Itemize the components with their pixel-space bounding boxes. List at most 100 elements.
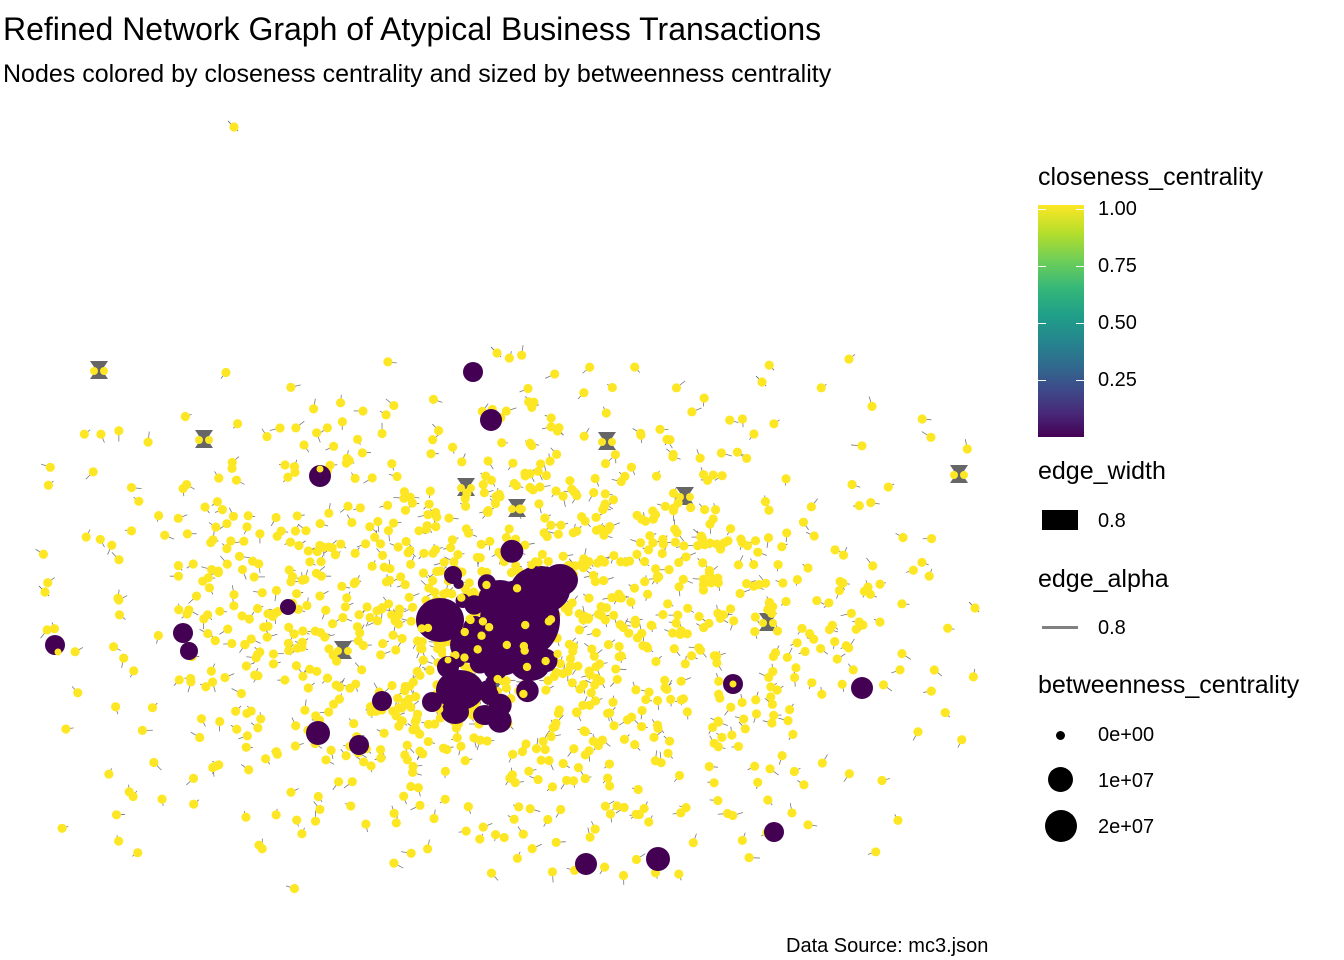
node <box>456 741 466 751</box>
node <box>713 608 723 618</box>
hub-node <box>516 679 539 703</box>
node <box>508 749 518 759</box>
node <box>428 576 438 586</box>
node <box>630 362 640 372</box>
node <box>440 794 450 804</box>
node <box>648 538 658 548</box>
node <box>392 471 402 482</box>
node <box>263 621 273 631</box>
node <box>399 493 409 503</box>
node <box>797 623 807 634</box>
node <box>509 814 519 824</box>
node <box>674 869 684 879</box>
node <box>353 636 364 646</box>
node <box>627 712 637 722</box>
node <box>641 694 651 705</box>
node <box>334 647 342 655</box>
node <box>297 575 307 585</box>
node <box>525 438 535 448</box>
node <box>651 656 661 667</box>
node <box>418 568 429 578</box>
node <box>349 578 359 589</box>
node <box>207 564 217 575</box>
node <box>114 610 125 620</box>
node <box>546 413 556 423</box>
node <box>493 674 502 684</box>
node <box>242 731 252 741</box>
node <box>514 802 524 812</box>
node <box>255 529 265 539</box>
node <box>400 505 411 515</box>
node <box>292 511 302 521</box>
node <box>943 623 953 633</box>
node <box>687 407 697 417</box>
node <box>188 559 198 569</box>
node <box>683 603 693 613</box>
node <box>243 511 253 521</box>
node <box>897 599 907 609</box>
node <box>733 741 744 752</box>
node <box>589 487 599 498</box>
node <box>772 685 782 695</box>
node <box>412 636 423 646</box>
high-betweenness-node <box>309 465 331 487</box>
node <box>534 499 544 509</box>
node <box>508 505 516 513</box>
node <box>133 848 143 858</box>
high-betweenness-node <box>173 623 193 643</box>
node <box>565 476 575 486</box>
node <box>789 672 800 683</box>
node <box>803 820 813 830</box>
node <box>567 598 577 608</box>
node <box>316 556 326 567</box>
node <box>337 417 347 427</box>
node <box>632 633 643 643</box>
node <box>709 778 719 788</box>
node <box>289 883 300 894</box>
node <box>586 688 596 698</box>
node <box>671 383 682 393</box>
node <box>332 656 342 666</box>
node <box>838 550 849 560</box>
node <box>400 686 410 696</box>
node <box>541 685 551 695</box>
node <box>600 801 611 811</box>
node <box>482 507 492 517</box>
node <box>695 453 705 463</box>
node <box>114 555 124 565</box>
node <box>645 531 655 541</box>
node <box>605 809 616 819</box>
node <box>501 406 511 416</box>
node <box>534 558 543 567</box>
node <box>676 808 686 818</box>
node <box>220 672 230 683</box>
node <box>670 537 680 547</box>
node <box>926 432 936 442</box>
node <box>355 628 365 638</box>
node <box>400 579 410 590</box>
betweenness-label-1e7: 1e+07 <box>1098 770 1155 792</box>
node <box>760 497 771 507</box>
node <box>844 354 854 364</box>
node <box>630 739 640 750</box>
betweenness-key-large <box>1045 810 1077 842</box>
node <box>590 473 600 484</box>
node <box>337 581 347 591</box>
node <box>599 502 609 513</box>
node <box>234 551 245 561</box>
node <box>523 383 533 394</box>
node <box>522 662 532 672</box>
node <box>406 616 416 626</box>
node <box>533 774 543 785</box>
node <box>426 449 436 459</box>
node <box>844 769 854 779</box>
node <box>399 791 409 801</box>
node <box>603 639 614 650</box>
node <box>389 400 399 411</box>
network-graph <box>35 120 980 894</box>
node <box>957 735 967 745</box>
node <box>457 593 466 602</box>
node <box>404 694 414 704</box>
node <box>478 480 488 490</box>
node <box>360 539 371 549</box>
